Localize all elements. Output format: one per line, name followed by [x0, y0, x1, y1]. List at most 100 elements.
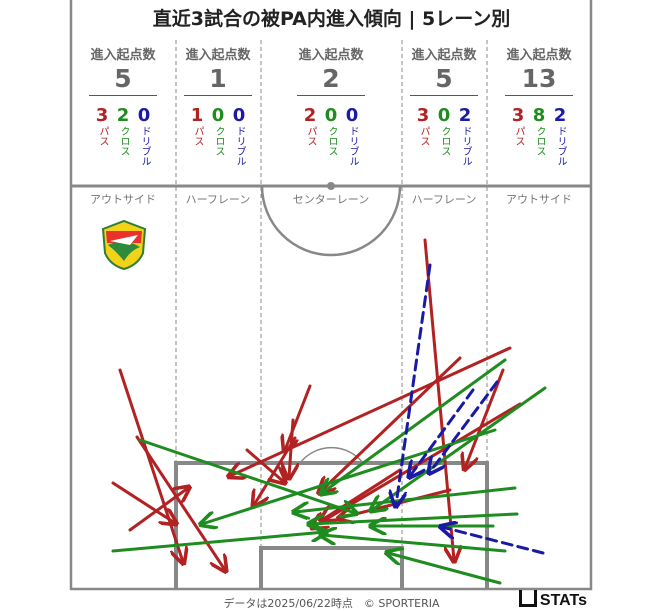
pass-label: パス — [418, 126, 429, 146]
pass-arrow — [135, 435, 225, 570]
cross-arrow — [388, 553, 502, 585]
pass-value: 2 — [303, 105, 317, 126]
brand-logo: STATs — [518, 590, 587, 610]
pass-count: 3 パス — [510, 106, 526, 166]
cross-arrow — [310, 512, 519, 524]
cross-arrow — [295, 486, 517, 512]
lane-name-2: ハーフレーン — [185, 193, 251, 206]
lane-header-label: 進入起点数 — [90, 48, 156, 63]
pass-value: 3 — [95, 105, 109, 126]
dribble-value: 2 — [553, 105, 567, 126]
cross-arrow — [202, 428, 497, 524]
pass-value: 1 — [190, 105, 204, 126]
pass-count: 3 パス — [94, 106, 110, 166]
lane-header-1: 進入起点数 5 — [78, 44, 168, 96]
footer-note: データは2025/06/22時点 © SPORTERIA — [223, 597, 440, 610]
lane-name-4: ハーフレーン — [411, 193, 477, 206]
dribble-arrow — [396, 263, 432, 505]
pass-arrow — [423, 238, 454, 560]
cross-label: クロス — [213, 126, 224, 156]
lane-name-5: アウトサイド — [506, 193, 572, 206]
lane-total: 13 — [521, 64, 557, 93]
dribble-value: 0 — [345, 105, 359, 126]
cross-count: 8 クロス — [531, 106, 547, 166]
lane-underline — [89, 95, 157, 96]
pass-count: 1 パス — [189, 106, 205, 166]
dribble-label: ドリブル — [555, 126, 566, 166]
pass-arrow — [322, 468, 402, 520]
lane-header-2: 進入起点数 1 — [173, 44, 263, 96]
cross-value: 0 — [211, 105, 225, 126]
dribble-count: 0 ドリブル — [344, 105, 360, 167]
dribble-label: ドリブル — [139, 126, 150, 166]
lane-header-label: 進入起点数 — [298, 48, 364, 63]
pass-arrow — [465, 368, 505, 468]
cross-count: 2 クロス — [115, 106, 131, 166]
lane-underline — [297, 95, 365, 96]
dribble-value: 0 — [137, 105, 151, 126]
brand-mark-icon — [518, 590, 537, 607]
pass-arrow — [245, 448, 284, 482]
dribble-label: ドリブル — [460, 126, 471, 166]
cross-count: 0 クロス — [210, 106, 226, 166]
lane-breakdown-3: 2 パス 0 クロス 0 ドリブル — [286, 105, 376, 167]
lane-name-3: センターレーン — [292, 193, 370, 206]
cross-count: 0 クロス — [436, 106, 452, 166]
cross-arrow — [138, 438, 355, 513]
pass-arrow — [111, 481, 175, 523]
cross-label: クロス — [118, 126, 129, 156]
pass-count: 2 パス — [302, 106, 318, 166]
goal-area — [259, 546, 404, 589]
pass-value: 3 — [511, 105, 525, 126]
pass-label: パス — [192, 126, 203, 146]
lane-header-label: 進入起点数 — [185, 48, 251, 63]
cross-count: 0 クロス — [323, 106, 339, 166]
dribble-count: 2 ドリブル — [552, 105, 568, 167]
lane-breakdown-1: 3 パス 2 クロス 0 ドリブル — [78, 105, 168, 167]
lane-header-3: 進入起点数 2 — [286, 44, 376, 96]
dribble-label: ドリブル — [347, 126, 358, 166]
center-spot — [327, 182, 335, 190]
dribble-value: 2 — [458, 105, 472, 126]
lane-total: 1 — [209, 64, 227, 93]
pass-label: パス — [97, 126, 108, 146]
lane-header-5: 進入起点数 13 — [494, 44, 584, 96]
pass-arrow — [230, 346, 512, 476]
cross-value: 8 — [532, 105, 546, 126]
pass-value: 3 — [416, 105, 430, 126]
lane-underline — [410, 95, 478, 96]
dribble-count: 2 ドリブル — [457, 105, 473, 167]
cross-value: 2 — [116, 105, 130, 126]
cross-label: クロス — [534, 126, 545, 156]
dribble-arrow — [442, 527, 545, 555]
pass-arrow — [128, 488, 188, 532]
lane-breakdown-5: 3 パス 8 クロス 2 ドリブル — [494, 105, 584, 167]
club-crest-icon — [101, 219, 147, 271]
center-circle — [260, 185, 402, 257]
pass-arrow — [118, 368, 183, 562]
lane-underline — [184, 95, 252, 96]
lane-header-label: 進入起点数 — [506, 48, 572, 63]
dribble-value: 0 — [232, 105, 246, 126]
pass-arrow — [285, 384, 312, 450]
lane-total: 5 — [435, 64, 453, 93]
cross-arrow — [322, 358, 507, 493]
lane-total: 2 — [322, 64, 340, 93]
cross-arrow — [111, 532, 325, 553]
lane-breakdown-2: 1 パス 0 クロス 0 ドリブル — [173, 105, 263, 167]
cross-label: クロス — [326, 126, 337, 156]
dribble-label: ドリブル — [234, 126, 245, 166]
cross-label: クロス — [439, 126, 450, 156]
lane-header-label: 進入起点数 — [411, 48, 477, 63]
dribble-arrow — [430, 380, 499, 472]
chart-title: 直近3試合の被PA内進入傾向 | 5レーン別 — [152, 8, 511, 30]
lane-header-4: 進入起点数 5 — [399, 44, 489, 96]
pass-label: パス — [305, 126, 316, 146]
pass-label: パス — [513, 126, 524, 146]
pass-arrow — [320, 356, 462, 492]
cross-arrow — [322, 535, 507, 553]
lane-name-1: アウトサイド — [90, 193, 156, 206]
cross-value: 0 — [324, 105, 338, 126]
lane-breakdown-4: 3 パス 0 クロス 2 ドリブル — [399, 105, 489, 167]
